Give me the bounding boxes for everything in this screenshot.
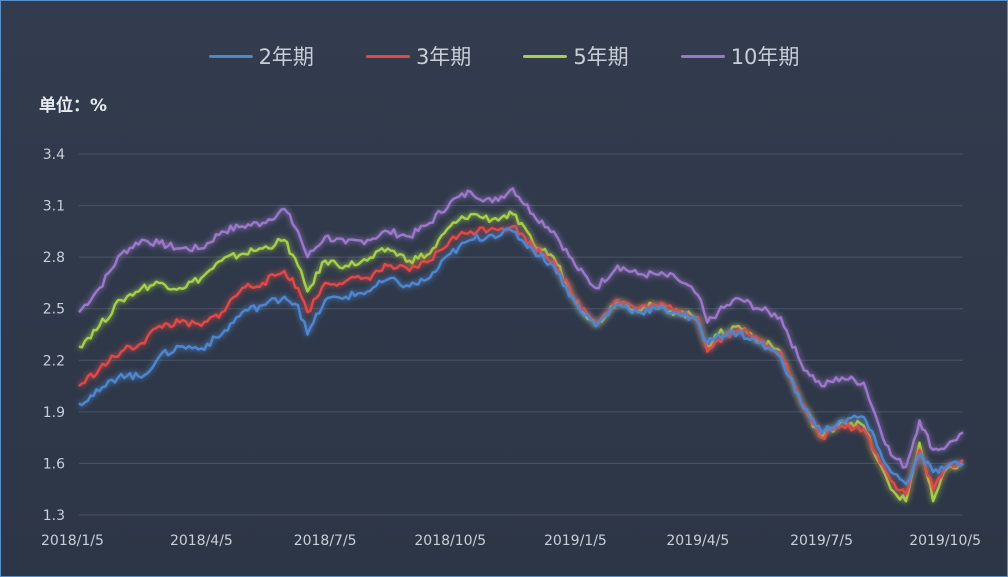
legend-item: 3年期 [365, 41, 472, 71]
x-tick-label: 2019/4/5 [666, 533, 729, 549]
legend-label: 3年期 [415, 45, 472, 69]
y-tick-label: 3.4 [43, 147, 65, 163]
legend-item: 2年期 [208, 41, 314, 71]
legend-label: 5年期 [573, 45, 629, 69]
x-tick-label: 2018/10/5 [414, 533, 486, 549]
y-tick-label: 1.6 [43, 456, 65, 472]
x-tick-label: 2019/7/5 [790, 533, 853, 549]
legend-item: 5年期 [523, 41, 629, 71]
series-line [78, 210, 964, 503]
x-tick-label: 2019/1/5 [544, 533, 607, 549]
legend-label: 2年期 [258, 45, 314, 69]
series-line [78, 187, 964, 469]
axis-layer: 1.3 1.6 1.9 2.2 2.5 2.8 3.1 3.4 2018/1/5 2018/4/5… [41, 147, 981, 549]
y-tick-label: 1.3 [43, 508, 65, 524]
chart-legend: 2年期 3年期 5年期 10年期 [1, 41, 1007, 71]
legend-swatch [365, 54, 410, 58]
grid-layer [79, 153, 963, 516]
y-tick-label: 2.8 [43, 250, 65, 266]
x-tick-label: 2018/1/5 [41, 533, 104, 549]
y-tick-label: 2.2 [43, 353, 65, 369]
series-line [78, 225, 964, 496]
legend-swatch [523, 54, 568, 58]
x-tick-label: 2018/7/5 [294, 533, 357, 549]
y-tick-label: 1.9 [43, 405, 65, 421]
x-tick-label: 2019/10/5 [909, 533, 981, 549]
unit-label: 单位：% [39, 96, 108, 116]
y-tick-label: 2.5 [43, 302, 65, 318]
series-layer [78, 187, 964, 503]
legend-item: 10年期 [680, 41, 800, 71]
legend-swatch [208, 54, 253, 58]
legend-swatch [680, 54, 725, 58]
legend-label: 10年期 [730, 45, 800, 69]
x-tick-label: 2018/4/5 [170, 533, 233, 549]
series-line [78, 227, 964, 486]
y-tick-label: 3.1 [43, 199, 65, 215]
